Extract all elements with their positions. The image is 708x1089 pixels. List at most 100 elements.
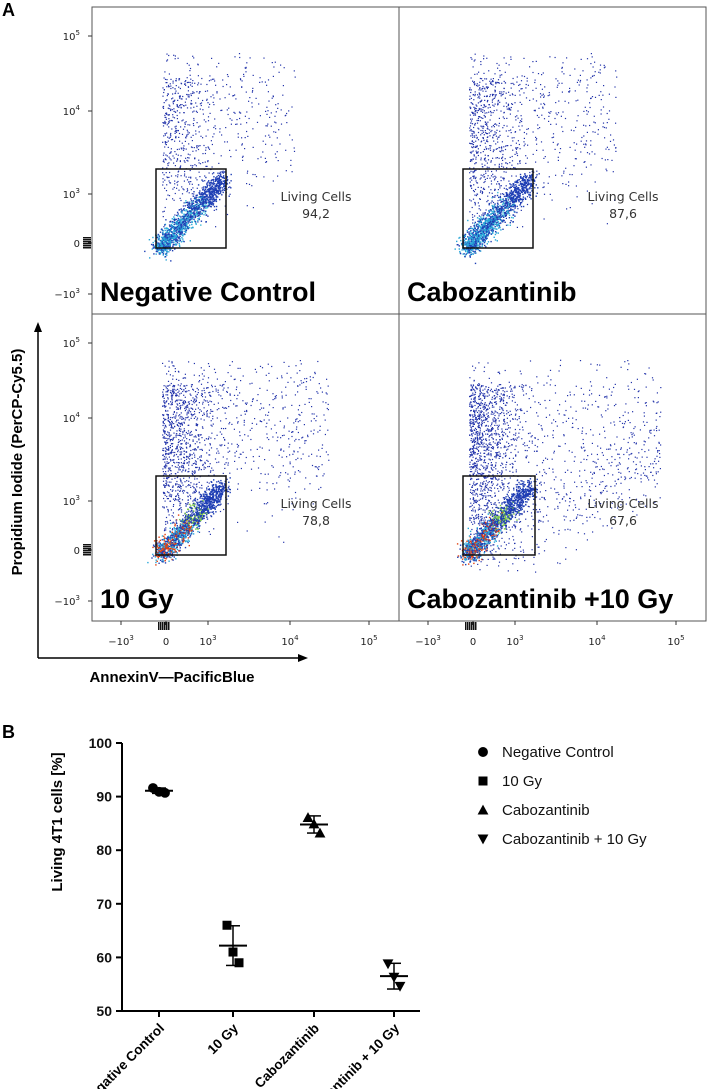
event-dot [479,116,481,118]
event-dot [271,62,273,64]
event-dot [214,180,217,182]
event-dot [515,175,517,177]
event-dot [174,126,176,128]
event-dot [219,192,222,194]
event-dot [203,214,205,216]
event-dot [164,249,166,252]
event-dot [482,230,484,232]
event-dot [168,232,170,234]
event-dot [165,118,167,120]
event-dot [474,250,476,253]
event-dot [178,148,180,150]
event-dot [156,249,158,251]
event-dot [487,175,489,177]
event-dot [198,520,200,523]
event-dot [167,234,170,236]
event-dot [185,225,187,228]
event-dot [176,105,178,107]
event-dot [213,190,216,192]
event-dot [528,183,531,185]
event-dot [472,232,474,234]
event-dot [182,119,184,121]
event-dot [476,238,478,241]
event-dot [541,74,543,76]
event-dot [212,101,214,103]
event-dot [208,194,211,197]
event-dot [501,200,503,203]
event-dot [255,176,258,178]
event-dot [496,225,498,227]
event-dot [184,81,186,83]
event-dot [188,205,190,207]
event-dot [602,122,605,124]
event-dot [467,236,470,239]
event-dot [485,227,488,229]
event-dot [498,183,500,185]
event-dot [202,189,204,191]
event-dot [471,249,473,251]
event-dot [477,186,479,188]
event-dot [267,91,269,93]
event-dot [563,73,565,75]
event-dot [178,222,180,225]
event-dot [206,182,208,184]
event-dot [217,185,219,187]
event-dot [490,131,492,133]
event-dot [529,196,531,198]
event-dot [208,190,211,193]
event-dot [529,191,531,194]
event-dot [493,213,495,216]
event-dot [507,211,509,214]
event-dot [268,134,270,136]
event-dot [584,146,586,148]
event-dot [508,108,510,111]
event-dot [277,103,279,105]
event-dot [484,244,486,247]
event-dot [483,134,485,136]
event-dot [190,217,192,219]
event-dot [208,180,210,182]
event-dot [221,486,223,488]
event-dot [213,198,215,201]
event-dot [479,240,481,243]
event-dot [181,519,183,522]
event-dot [221,189,223,192]
event-dot [529,194,532,196]
event-dot [231,119,233,121]
event-dot [498,165,500,167]
event-dot [170,87,172,90]
event-dot [162,254,164,256]
event-dot [171,98,173,100]
event-dot [191,217,193,220]
event-dot [293,70,295,72]
event-dot [178,132,181,135]
event-dot [184,122,186,124]
event-dot [538,116,540,118]
event-dot [186,224,188,226]
event-dot [202,202,205,204]
event-dot [265,161,267,163]
event-dot [470,159,472,161]
event-dot [535,176,538,178]
event-dot [181,104,183,106]
event-dot [549,56,551,58]
event-dot [176,187,178,189]
event-dot [190,530,193,532]
event-dot [591,96,594,98]
event-dot [485,225,487,227]
event-dot [482,191,484,193]
event-dot [195,205,198,208]
event-dot [517,179,519,181]
event-dot [172,237,174,239]
event-dot [235,98,237,100]
event-dot [163,238,165,240]
event-dot [502,209,504,211]
event-dot [471,232,474,234]
event-dot [474,226,476,229]
event-dot [578,84,580,86]
gate-label: Living Cells [280,189,351,204]
event-dot [219,171,221,173]
event-dot [495,157,497,159]
event-dot [163,77,165,79]
event-dot [210,187,213,189]
